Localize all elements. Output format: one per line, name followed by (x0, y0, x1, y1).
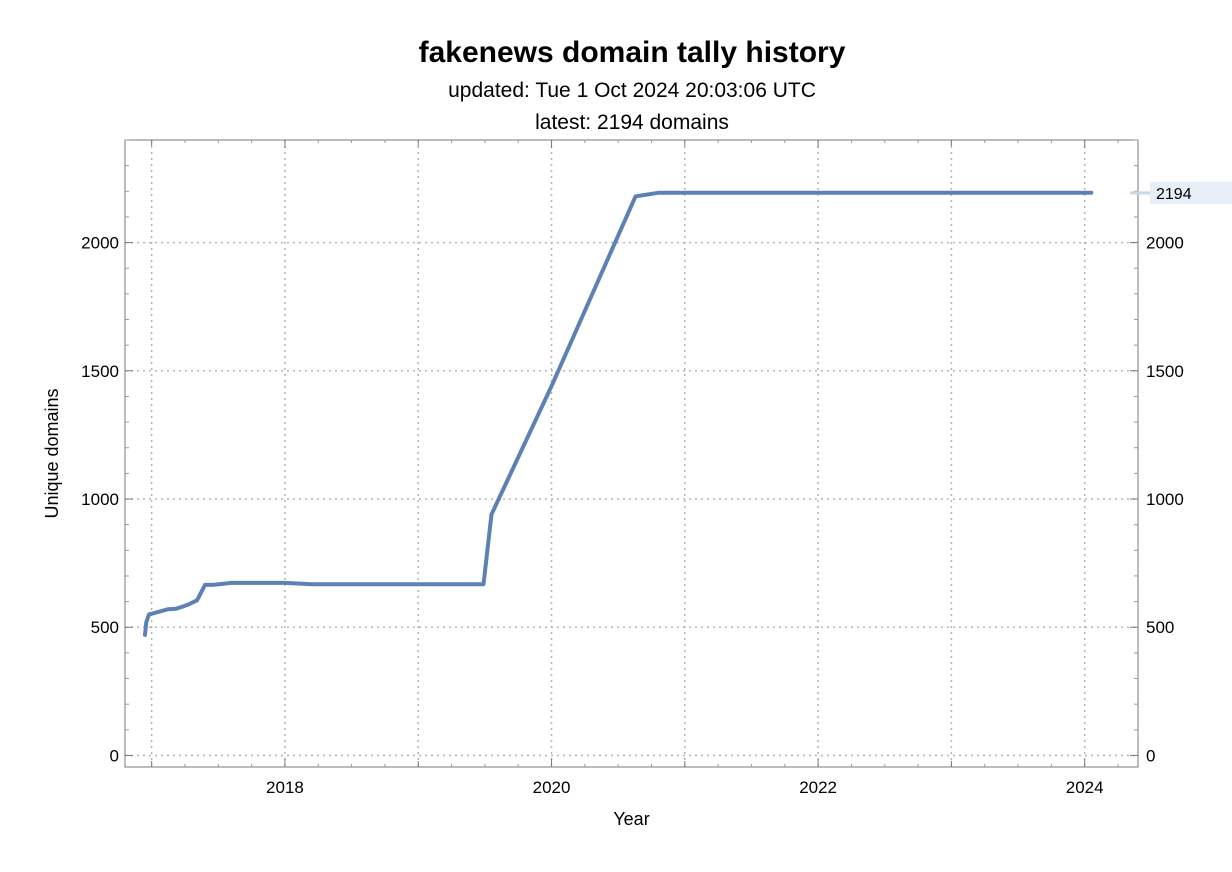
y-tick-label-right: 1500 (1146, 362, 1184, 381)
x-tick-label: 2020 (533, 778, 571, 797)
y-tick-label-left: 1500 (81, 362, 119, 381)
series-line-0 (143, 190, 1094, 637)
y-tick-label-right: 1000 (1146, 490, 1184, 509)
latest-callout-box (1150, 181, 1232, 204)
y-axis-label: Unique domains (42, 388, 62, 518)
y-tick-label-right: 500 (1146, 618, 1174, 637)
x-tick-label: 2024 (1066, 778, 1104, 797)
x-tick-label: 2018 (266, 778, 304, 797)
x-axis-label: Year (613, 809, 649, 829)
y-tick-label-left: 1000 (81, 490, 119, 509)
chart-subtitle-updated: updated: Tue 1 Oct 2024 20:03:06 UTC (448, 79, 816, 102)
y-tick-label-left: 2000 (81, 234, 119, 253)
latest-callout-label: 2194 (1156, 186, 1192, 203)
plot-frame (124, 139, 1139, 768)
y-tick-label-right: 0 (1146, 746, 1155, 765)
x-tick-label: 2022 (799, 778, 837, 797)
chart-title: fakenews domain tally history (419, 36, 846, 69)
y-tick-label-left: 500 (91, 618, 119, 637)
y-tick-label-left: 0 (110, 746, 119, 765)
chart-subtitle-latest: latest: 2194 domains (535, 111, 729, 134)
y-tick-label-right: 2000 (1146, 234, 1184, 253)
